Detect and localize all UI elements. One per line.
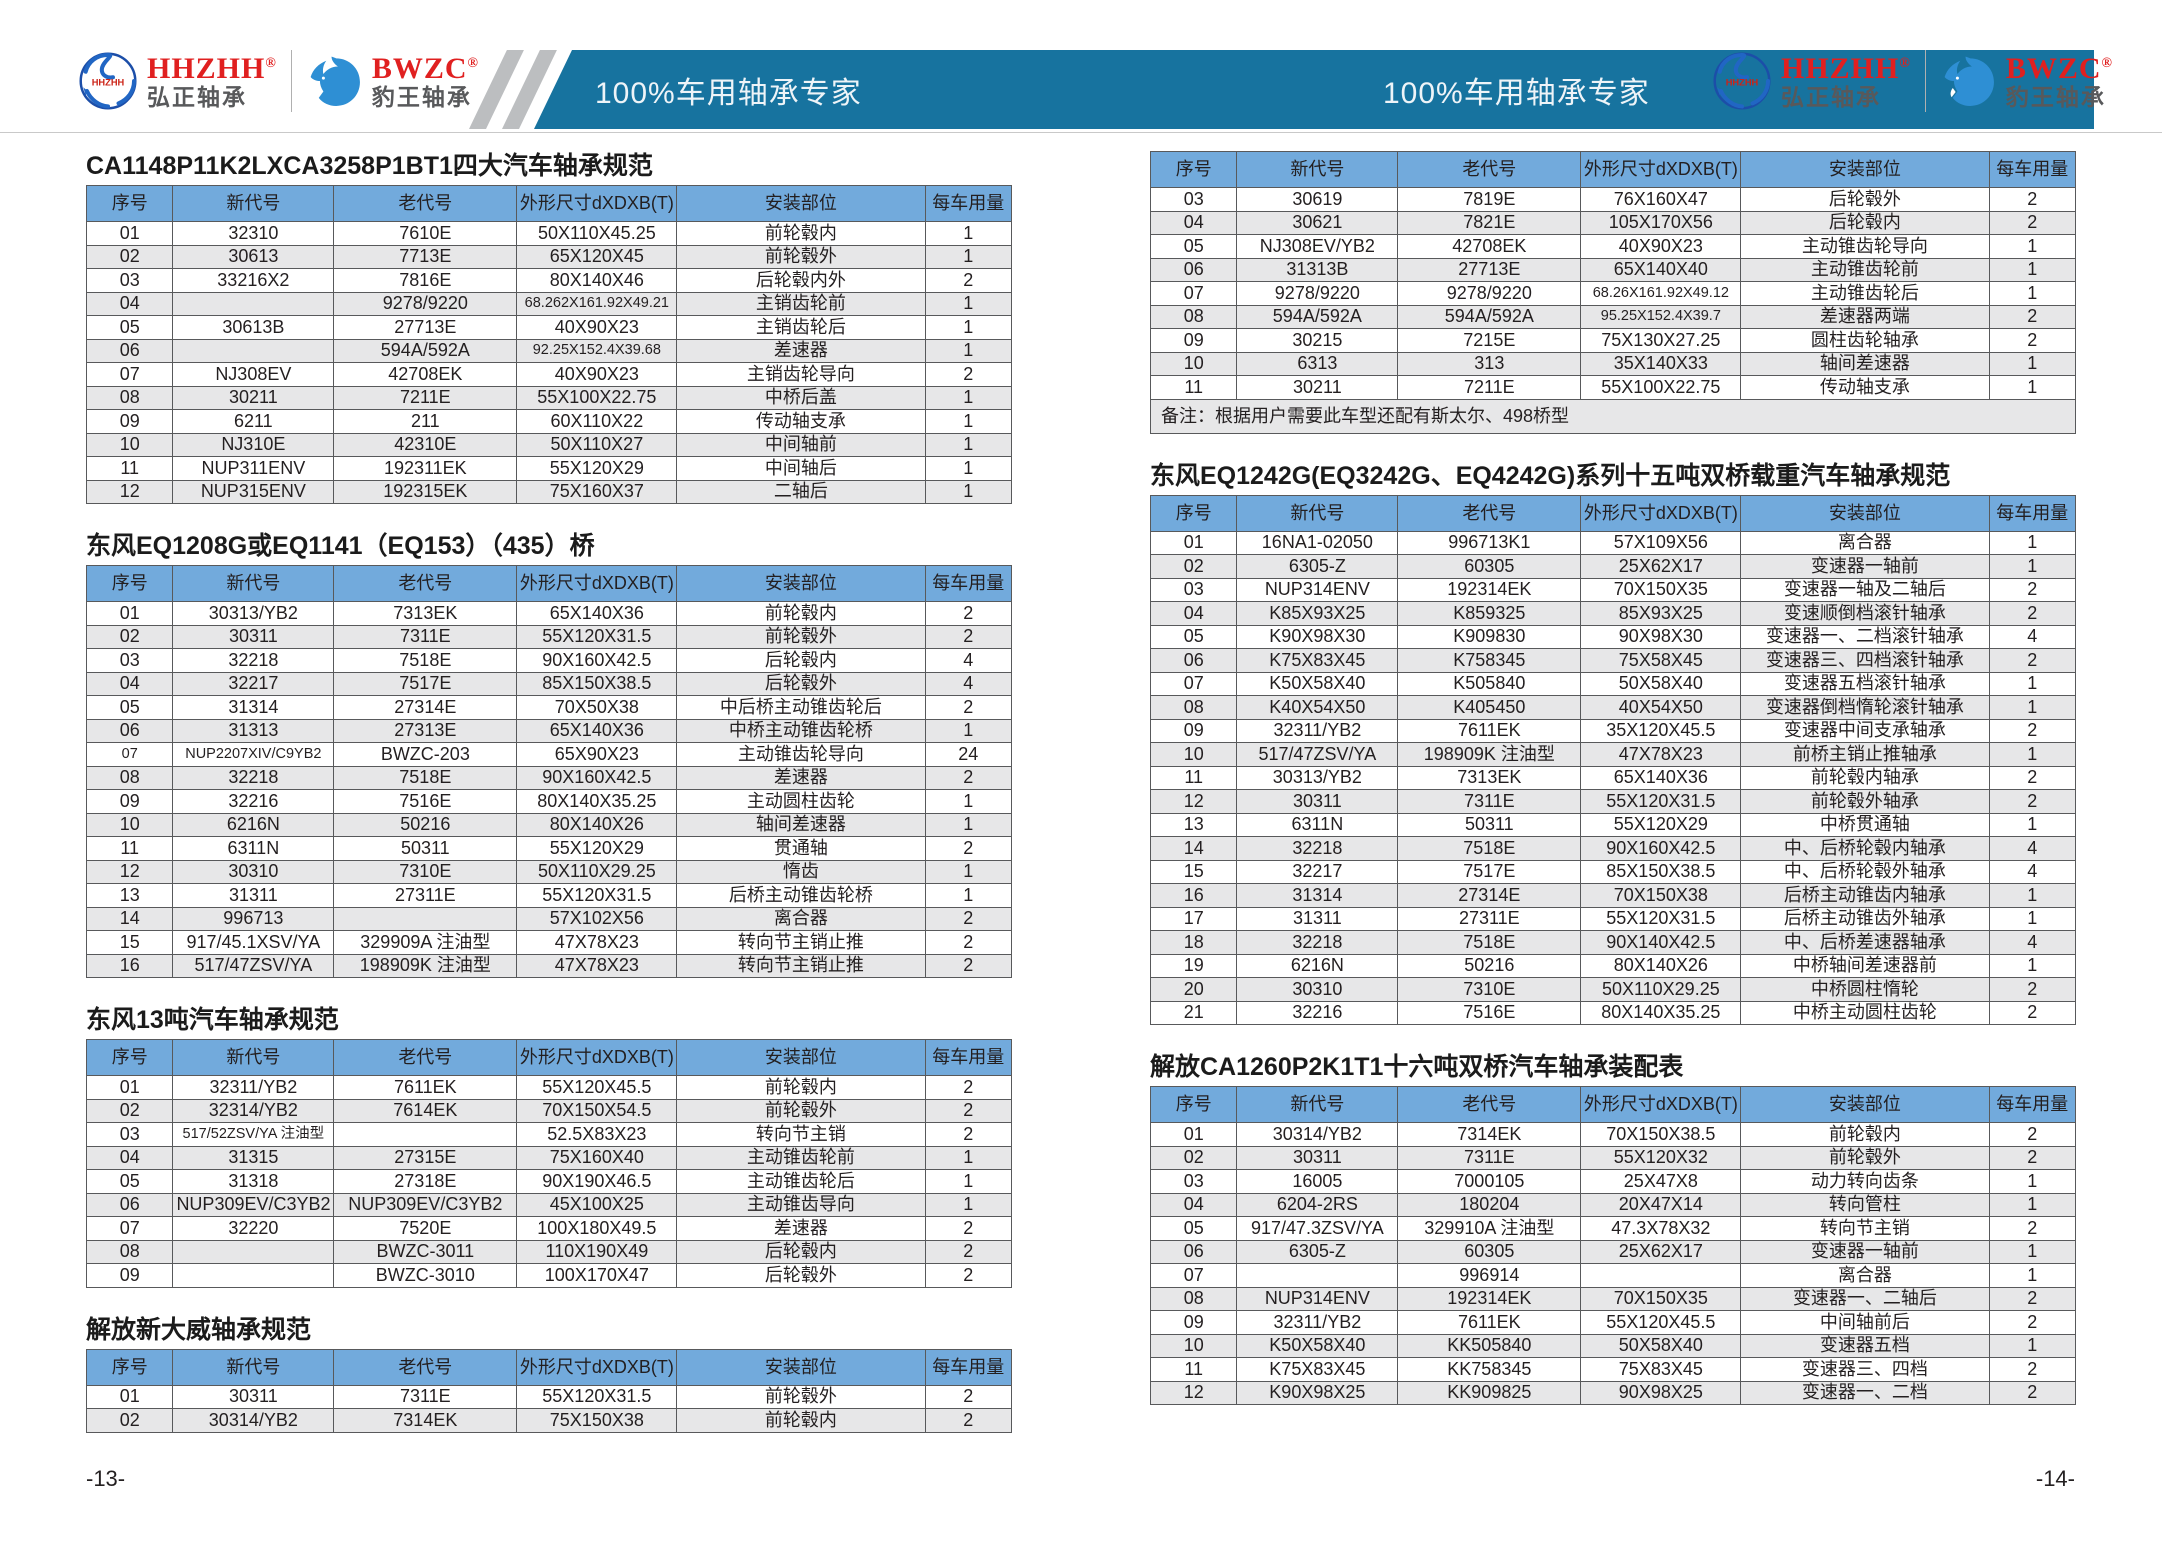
svg-text:HHZHH: HHZHH	[1726, 77, 1759, 87]
